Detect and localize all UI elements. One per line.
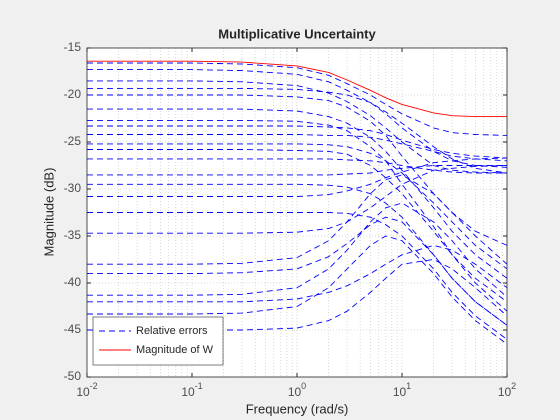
y-tick-label: -35 xyxy=(64,228,82,242)
series-line xyxy=(87,125,508,159)
series-line xyxy=(87,62,508,136)
chart-title: Multiplicative Uncertainty xyxy=(218,26,376,41)
y-tick-label: -15 xyxy=(64,40,82,54)
legend-label: Magnitude of W xyxy=(136,344,214,356)
y-axis-label: Magnitude (dB) xyxy=(41,168,56,257)
x-tick-label: 100 xyxy=(288,381,306,399)
legend: Relative errors Magnitude of W xyxy=(92,316,224,366)
series-line xyxy=(87,157,508,197)
series-line xyxy=(87,60,507,118)
x-tick-label: 10-1 xyxy=(181,381,202,399)
series-line xyxy=(87,216,508,326)
series-line xyxy=(87,202,508,298)
y-tick-label: -25 xyxy=(64,134,82,148)
x-tick-label: 10-2 xyxy=(76,381,97,399)
axes-box xyxy=(86,47,508,378)
series-line xyxy=(87,149,508,303)
series-line xyxy=(87,87,508,174)
y-tick-label: -30 xyxy=(64,181,82,195)
series-line xyxy=(87,244,508,303)
series-line xyxy=(87,212,508,340)
x-axis-label: Frequency (rad/s) xyxy=(246,401,349,416)
series-line xyxy=(87,69,508,168)
series-line xyxy=(87,108,508,279)
series-line xyxy=(87,80,508,174)
y-tick-label: -50 xyxy=(64,369,82,383)
series-line xyxy=(87,165,507,176)
series-line xyxy=(87,183,508,326)
legend-label: Relative errors xyxy=(136,325,208,337)
series-line xyxy=(87,119,508,312)
series-line xyxy=(87,143,508,270)
y-tick-label: -20 xyxy=(64,87,82,101)
y-tick-label: -40 xyxy=(64,275,82,289)
x-tick-label: 101 xyxy=(393,381,411,399)
legend-box xyxy=(92,316,224,366)
x-tick-label: 102 xyxy=(498,381,516,399)
series-line xyxy=(87,174,508,265)
series-line xyxy=(87,158,507,174)
series-line xyxy=(87,259,508,331)
series-line xyxy=(87,165,508,234)
series-line xyxy=(87,134,508,162)
y-tick-label: -45 xyxy=(64,322,82,336)
series-line xyxy=(87,235,508,345)
